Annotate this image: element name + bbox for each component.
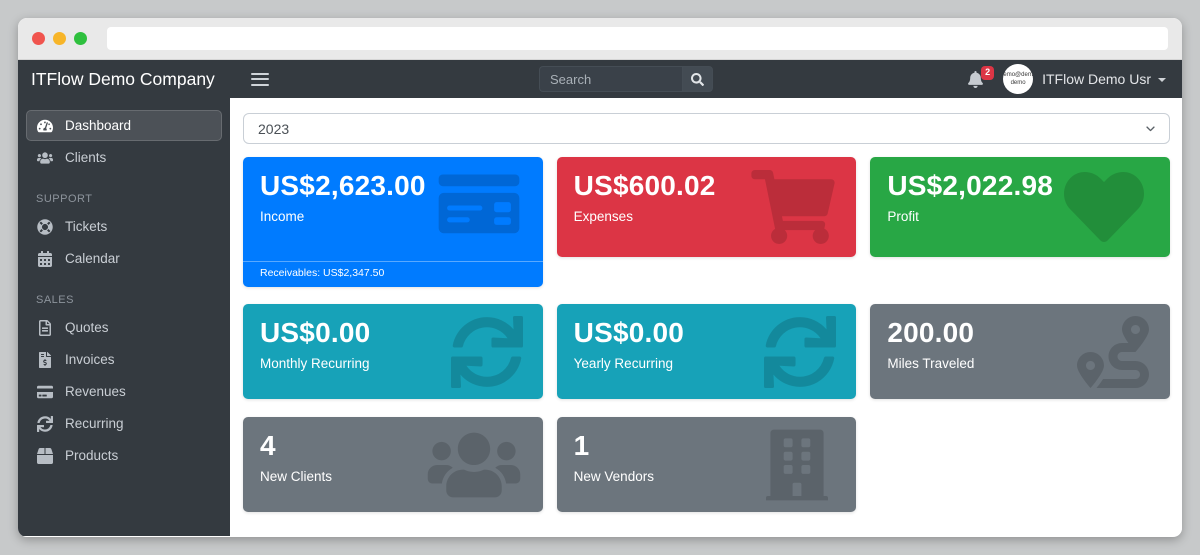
sidebar-item-products[interactable]: Products	[26, 440, 222, 471]
sidebar-item-label: Products	[65, 448, 119, 463]
monthly-recurring-value: US$0.00	[260, 317, 371, 348]
sidebar-item-label: Clients	[65, 150, 107, 165]
users-icon	[37, 150, 53, 166]
sidebar-item-label: Tickets	[65, 219, 108, 234]
sidebar: ITFlow Demo Company Dashboard Clients SU…	[18, 60, 230, 536]
browser-titlebar	[18, 18, 1182, 60]
chevron-down-icon	[1146, 126, 1155, 132]
search-input[interactable]	[539, 66, 682, 92]
shopping-cart-icon	[750, 170, 836, 244]
user-avatar[interactable]: demo@demo demo	[1003, 64, 1034, 94]
window-zoom-button[interactable]	[74, 32, 87, 45]
income-value: US$2,623.00	[260, 170, 426, 201]
caret-down-icon	[1158, 78, 1166, 82]
sidebar-item-label: Quotes	[65, 320, 109, 335]
card-profit[interactable]: US$2,022.98 Profit	[870, 157, 1170, 257]
navbar-right: 2 demo@demo demo ITFlow Demo Usr	[967, 64, 1166, 94]
notifications-button[interactable]: 2	[967, 65, 995, 88]
search-button[interactable]	[682, 66, 713, 92]
sidebar-item-dashboard[interactable]: Dashboard	[26, 110, 222, 141]
sidebar-item-recurring[interactable]: Recurring	[26, 408, 222, 439]
credit-card-icon	[37, 384, 53, 400]
window-minimize-button[interactable]	[53, 32, 66, 45]
browser-window: ITFlow Demo Company Dashboard Clients SU…	[18, 18, 1182, 537]
card-new-vendors[interactable]: 1 New Vendors	[556, 417, 857, 512]
new-vendors-value: 1	[573, 430, 590, 461]
sync-icon	[451, 316, 523, 388]
yearly-recurring-label: Yearly Recurring	[573, 355, 673, 371]
tachometer-icon	[37, 118, 53, 134]
sidebar-item-invoices[interactable]: Invoices	[26, 344, 222, 375]
yearly-recurring-value: US$0.00	[573, 317, 685, 348]
box-icon	[37, 448, 53, 464]
user-name: ITFlow Demo Usr	[1042, 71, 1151, 87]
sync-icon	[37, 416, 53, 432]
sidebar-item-label: Invoices	[65, 352, 115, 367]
company-brand[interactable]: ITFlow Demo Company	[31, 68, 215, 89]
expenses-value: US$600.02	[573, 170, 716, 201]
file-invoice-dollar-icon	[37, 352, 53, 368]
sidebar-section-support: SUPPORT	[36, 193, 93, 205]
users-icon	[425, 428, 523, 502]
sidebar-section-sales: SALES	[36, 294, 74, 306]
card-income[interactable]: US$2,623.00 Income Receivables: US$2,347…	[243, 157, 543, 287]
top-navbar: 2 demo@demo demo ITFlow Demo Usr	[230, 60, 1182, 98]
route-icon	[1076, 316, 1150, 388]
card-miles-traveled[interactable]: 200.00 Miles Traveled	[870, 304, 1170, 399]
sidebar-item-label: Calendar	[65, 251, 120, 266]
income-label: Income	[260, 208, 305, 224]
sidebar-item-clients[interactable]: Clients	[26, 142, 222, 173]
sidebar-item-quotes[interactable]: Quotes	[26, 312, 222, 343]
profit-label: Profit	[887, 208, 919, 224]
sync-icon	[764, 316, 836, 388]
credit-card-icon	[438, 174, 519, 234]
expenses-label: Expenses	[573, 208, 633, 224]
heart-icon	[1058, 167, 1150, 247]
avatar-text: demo@demo	[1003, 71, 1033, 78]
sidebar-item-label: Recurring	[65, 416, 124, 431]
income-receivables: Receivables: US$2,347.50	[243, 261, 543, 287]
sidebar-nav: Dashboard Clients SUPPORT Tickets Calend…	[18, 98, 230, 472]
notification-count-badge: 2	[981, 65, 995, 80]
search-bar	[539, 66, 713, 92]
profit-value: US$2,022.98	[887, 170, 1053, 201]
miles-traveled-label: Miles Traveled	[887, 355, 975, 371]
window-close-button[interactable]	[32, 32, 45, 45]
new-clients-value: 4	[260, 430, 276, 461]
search-icon	[691, 73, 704, 86]
sidebar-item-label: Revenues	[65, 384, 126, 399]
card-expenses[interactable]: US$600.02 Expenses	[556, 157, 857, 257]
sidebar-toggle-button[interactable]	[251, 72, 269, 86]
new-clients-label: New Clients	[260, 468, 333, 484]
file-icon	[37, 320, 53, 336]
address-bar[interactable]	[107, 27, 1168, 50]
sidebar-item-label: Dashboard	[65, 118, 132, 133]
miles-traveled-value: 200.00	[887, 317, 975, 348]
calendar-icon	[37, 251, 53, 267]
year-select-value: 2023	[258, 120, 290, 137]
monthly-recurring-label: Monthly Recurring	[260, 355, 370, 371]
sidebar-item-revenues[interactable]: Revenues	[26, 376, 222, 407]
new-vendors-label: New Vendors	[573, 468, 654, 484]
life-ring-icon	[37, 219, 53, 235]
sidebar-item-tickets[interactable]: Tickets	[26, 211, 222, 242]
avatar-text: demo	[1010, 80, 1026, 86]
year-select[interactable]: 2023	[243, 113, 1170, 144]
dashboard-content: 2023 US$2,623.00 Income	[230, 98, 1182, 536]
card-monthly-recurring[interactable]: US$0.00 Monthly Recurring	[243, 304, 543, 399]
card-new-clients[interactable]: 4 New Clients	[243, 417, 543, 512]
sidebar-item-calendar[interactable]: Calendar	[26, 243, 222, 274]
building-icon	[766, 427, 828, 503]
user-menu-button[interactable]: ITFlow Demo Usr	[1042, 71, 1166, 87]
card-yearly-recurring[interactable]: US$0.00 Yearly Recurring	[556, 304, 857, 399]
